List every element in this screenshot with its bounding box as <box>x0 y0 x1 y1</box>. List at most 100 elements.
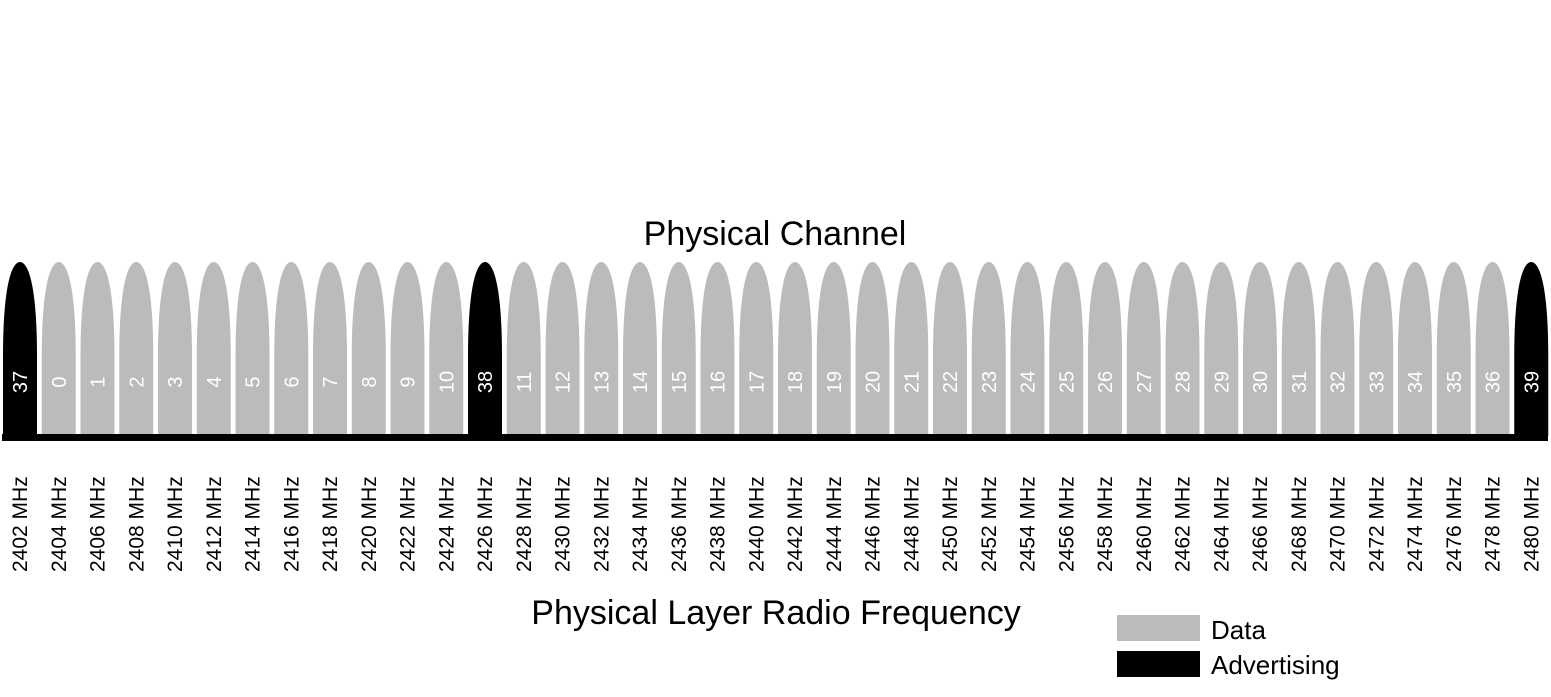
channel-lobe-31 <box>1281 262 1316 436</box>
frequency-label-10: 2424 MHz <box>435 476 458 572</box>
channel-number-18: 18 <box>785 371 807 393</box>
channel-lobe-8 <box>351 262 386 436</box>
channel-lobe-20 <box>855 262 890 436</box>
channel-lobe-33 <box>1359 262 1394 436</box>
channel-lobe-39 <box>1514 262 1549 436</box>
channel-lobe-30 <box>1243 262 1277 436</box>
channel-lobe-22 <box>933 262 967 436</box>
channel-lobe-11 <box>506 262 541 436</box>
channel-lobe-19 <box>816 262 851 436</box>
channel-number-24: 24 <box>1018 371 1040 393</box>
channel-number-5: 5 <box>243 376 265 387</box>
channel-number-1: 1 <box>88 376 110 387</box>
frequency-label-9: 2422 MHz <box>397 476 420 572</box>
frequency-label-24: 2454 MHz <box>1017 476 1040 572</box>
frequency-label-20: 2446 MHz <box>862 476 885 572</box>
channel-lobe-29 <box>1204 262 1239 436</box>
channel-number-25: 25 <box>1056 371 1078 393</box>
channel-number-4: 4 <box>204 376 226 387</box>
baseline <box>2 434 1548 441</box>
frequency-label-7: 2418 MHz <box>319 476 342 572</box>
frequency-label-23: 2452 MHz <box>978 476 1001 572</box>
channel-number-10: 10 <box>436 371 458 393</box>
frequency-label-26: 2458 MHz <box>1094 476 1117 572</box>
channel-lobe-14 <box>623 262 657 436</box>
channel-number-0: 0 <box>49 376 71 387</box>
frequency-labels: 2402 MHz 2404 MHz 2406 MHz 2408 MHz 2410 MHz… <box>9 476 1543 572</box>
frequency-label-33: 2472 MHz <box>1365 476 1388 572</box>
frequency-label-32: 2470 MHz <box>1327 476 1350 572</box>
channel-lobe-28 <box>1165 262 1200 436</box>
frequency-label-35: 2476 MHz <box>1443 476 1466 572</box>
channel-lobe-6 <box>274 262 309 436</box>
frequency-label-25: 2456 MHz <box>1055 476 1078 572</box>
channel-number-37: 37 <box>10 371 32 393</box>
frequency-label-0: 2404 MHz <box>48 476 71 572</box>
channel-lobe-37 <box>3 262 37 436</box>
frequency-label-17: 2440 MHz <box>745 476 768 572</box>
frequency-label-27: 2460 MHz <box>1133 476 1156 572</box>
channel-lobe-18 <box>778 262 812 436</box>
legend-label-data: Data <box>1211 615 1266 645</box>
channel-number-6: 6 <box>281 376 303 387</box>
frequency-label-29: 2464 MHz <box>1210 476 1233 572</box>
channel-lobe-32 <box>1320 262 1355 436</box>
channel-number-35: 35 <box>1444 371 1466 393</box>
frequency-label-15: 2436 MHz <box>668 476 691 572</box>
frequency-label-16: 2438 MHz <box>707 476 730 572</box>
frequency-label-38: 2426 MHz <box>474 476 497 572</box>
channel-lobe-21 <box>894 262 929 436</box>
channel-lobe-7 <box>313 262 347 436</box>
channel-lobe-27 <box>1126 262 1161 436</box>
channel-lobe-36 <box>1475 262 1510 436</box>
channel-lobe-17 <box>739 262 774 436</box>
channel-number-27: 27 <box>1134 371 1156 393</box>
frequency-label-28: 2462 MHz <box>1172 476 1195 572</box>
radio-frequency-label: Physical Layer Radio Frequency <box>531 594 1020 632</box>
legend: Data Advertising <box>1117 615 1340 680</box>
channel-number-28: 28 <box>1173 371 1195 393</box>
legend-swatch-data <box>1117 615 1200 641</box>
channel-number-16: 16 <box>708 371 730 393</box>
channel-number-33: 33 <box>1366 371 1388 393</box>
frequency-label-11: 2428 MHz <box>513 476 536 572</box>
frequency-label-19: 2444 MHz <box>823 476 846 572</box>
frequency-label-2: 2408 MHz <box>125 476 148 572</box>
channel-number-20: 20 <box>863 371 885 393</box>
channel-number-19: 19 <box>824 371 846 393</box>
frequency-label-12: 2430 MHz <box>552 476 575 572</box>
frequency-label-5: 2414 MHz <box>242 476 265 572</box>
channel-lobe-13 <box>584 262 619 436</box>
channel-lobe-38 <box>468 262 502 436</box>
frequency-label-30: 2466 MHz <box>1249 476 1272 572</box>
channel-number-22: 22 <box>940 371 962 393</box>
channel-number-3: 3 <box>165 376 187 387</box>
channel-lobe-9 <box>390 262 425 436</box>
channel-number-8: 8 <box>359 376 381 387</box>
frequency-label-4: 2412 MHz <box>203 476 226 572</box>
channel-number-38: 38 <box>475 371 497 393</box>
channel-number-26: 26 <box>1095 371 1117 393</box>
channel-number-12: 12 <box>553 371 575 393</box>
channel-number-23: 23 <box>979 371 1001 393</box>
channel-number-34: 34 <box>1405 371 1427 393</box>
channel-lobe-16 <box>700 262 735 436</box>
channel-number-14: 14 <box>630 371 652 393</box>
frequency-label-31: 2468 MHz <box>1288 476 1311 572</box>
frequency-label-6: 2416 MHz <box>280 476 303 572</box>
channel-lobe-10 <box>429 262 464 436</box>
channel-lobe-15 <box>661 262 696 436</box>
channel-lobe-35 <box>1436 262 1471 436</box>
frequency-label-39: 2480 MHz <box>1520 476 1543 572</box>
channel-lobes: 37 0 1 2 3 4 5 6 7 8 9 10 38 11 12 13 14 15 16 17 18 19 20 21 22… <box>3 262 1549 436</box>
frequency-label-8: 2420 MHz <box>358 476 381 572</box>
legend-label-advertising: Advertising <box>1211 650 1340 680</box>
frequency-label-37: 2402 MHz <box>9 476 32 572</box>
channel-number-39: 39 <box>1521 371 1543 393</box>
channel-number-15: 15 <box>669 371 691 393</box>
channel-number-30: 30 <box>1250 371 1272 393</box>
channel-lobe-12 <box>545 262 580 436</box>
frequency-label-3: 2410 MHz <box>164 476 187 572</box>
channel-lobe-5 <box>235 262 270 436</box>
